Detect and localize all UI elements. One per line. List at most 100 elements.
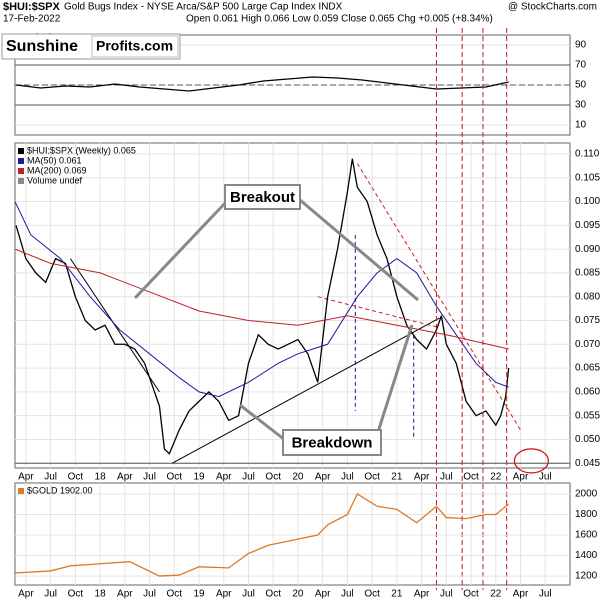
x-tick-label: Jul: [341, 589, 354, 600]
x-tick-label: Apr: [414, 472, 430, 483]
series-line: [14, 248, 509, 350]
legend-label: $GOLD 1902.00: [27, 485, 93, 495]
annotations: Breakout Breakdown: [224, 184, 382, 456]
trendline: [172, 317, 440, 464]
legend-label: $HUI:$SPX (Weekly) 0.065: [27, 145, 136, 155]
x-tick-label: Jul: [44, 472, 57, 483]
x-tick-label: Oct: [364, 589, 380, 600]
y-tick-label: 70: [575, 60, 587, 71]
x-tick-label: Apr: [216, 589, 232, 600]
x-tick-label: Oct: [265, 589, 281, 600]
y-tick-label: 0.110: [575, 149, 600, 160]
y-tick-label: 10: [575, 120, 587, 131]
y-tick-label: 0.085: [575, 268, 600, 279]
x-tick-label: Oct: [68, 589, 84, 600]
annotation-box: [282, 429, 382, 456]
y-tick-label: 0.060: [575, 387, 600, 398]
x-tick-label: Jul: [440, 472, 453, 483]
y-tick-label: 0.065: [575, 363, 600, 374]
x-tick-label: Jul: [44, 589, 57, 600]
y-tick-label: 1600: [575, 530, 598, 541]
highlight-circle: [513, 448, 550, 474]
x-tick-label: Apr: [18, 472, 34, 483]
x-tick-label: Oct: [463, 472, 479, 483]
x-tick-label: Oct: [463, 589, 479, 600]
x-tick-label: 22: [490, 472, 502, 483]
y-tick-label: 2000: [575, 489, 598, 500]
y-tick-label: 0.045: [575, 458, 600, 469]
y-tick-label: 0.070: [575, 339, 600, 350]
annotation-label: Breakout: [230, 189, 295, 206]
legend-swatch: [18, 488, 24, 494]
source: @ StockCharts.com: [508, 2, 597, 13]
y-tick-label: 0.105: [575, 172, 600, 183]
x-tick-label: 20: [292, 589, 304, 600]
x-tick-label: 22: [490, 589, 502, 600]
x-tick-label: Apr: [315, 472, 331, 483]
x-tick-label: Jul: [242, 472, 255, 483]
callout-line: [376, 324, 414, 433]
x-tick-label: Apr: [315, 589, 331, 600]
x-tick-label: Oct: [166, 589, 182, 600]
series-line: [15, 76, 509, 92]
x-tick-label: Oct: [364, 472, 380, 483]
legend-swatch: [18, 148, 24, 154]
x-tick-label: Jul: [242, 589, 255, 600]
y-tick-label: 50: [575, 80, 587, 91]
x-tick-label: 18: [95, 472, 107, 483]
x-tick-label: 20: [292, 472, 304, 483]
x-tick-label: 19: [193, 472, 205, 483]
y-tick-label: 0.050: [575, 434, 600, 445]
x-tick-label: Apr: [216, 472, 232, 483]
trendline: [356, 163, 521, 431]
callout-line: [239, 403, 286, 442]
x-tick-label: Apr: [117, 589, 133, 600]
y-tick-label: 0.080: [575, 291, 600, 302]
logo: Sunshine Profits.com: [1, 33, 181, 60]
x-tick-label: Jul: [539, 589, 552, 600]
x-tick-label: 21: [391, 589, 403, 600]
callout-line: [299, 198, 419, 302]
x-tick-label: Apr: [513, 472, 529, 483]
series-line: [14, 201, 509, 398]
legend-label: MA(50) 0.061: [27, 155, 82, 165]
panel-frame: [14, 142, 571, 469]
panel-frame: [14, 482, 571, 586]
x-tick-label: 21: [391, 472, 403, 483]
x-tick-label: Jul: [143, 472, 156, 483]
legend-label: Volume undef: [27, 175, 83, 185]
x-tick-label: 18: [95, 589, 107, 600]
logo-right-box: [91, 35, 179, 58]
quote: Open 0.061 High 0.066 Low 0.059 Close 0.…: [186, 14, 493, 25]
callouts: [133, 198, 419, 442]
x-tick-label: Jul: [440, 589, 453, 600]
date: 17-Feb-2022: [3, 14, 61, 25]
y-tick-label: 0.090: [575, 244, 600, 255]
series-line: [15, 158, 510, 455]
callout-line: [133, 198, 230, 300]
trendline: [69, 258, 160, 393]
x-tick-label: Apr: [414, 589, 430, 600]
y-tick-label: 0.095: [575, 220, 600, 231]
x-tick-label: Jul: [539, 472, 552, 483]
legend-swatch: [18, 168, 24, 174]
legend-swatch: [18, 178, 24, 184]
description: Gold Bugs Index - NYSE Arca/S&P 500 Larg…: [64, 2, 343, 13]
legend-label: MA(200) 0.069: [27, 165, 87, 175]
y-tick-label: 1800: [575, 509, 598, 520]
x-tick-label: Oct: [68, 472, 84, 483]
x-tick-label: Oct: [265, 472, 281, 483]
logo-right: Profits.com: [96, 38, 173, 54]
x-tick-label: Apr: [18, 589, 34, 600]
y-tick-label: 1400: [575, 550, 598, 561]
x-tick-label: 19: [193, 589, 205, 600]
annotation-label: Breakdown: [292, 434, 373, 451]
y-tick-label: 30: [575, 100, 587, 111]
plot-area: 1030507090RSI(14) 50.70AprJulOct18AprJul…: [14, 28, 600, 600]
x-tick-label: Jul: [341, 472, 354, 483]
symbol: $HUI:$SPX: [3, 1, 61, 13]
x-tick-label: Oct: [166, 472, 182, 483]
x-tick-label: Apr: [117, 472, 133, 483]
